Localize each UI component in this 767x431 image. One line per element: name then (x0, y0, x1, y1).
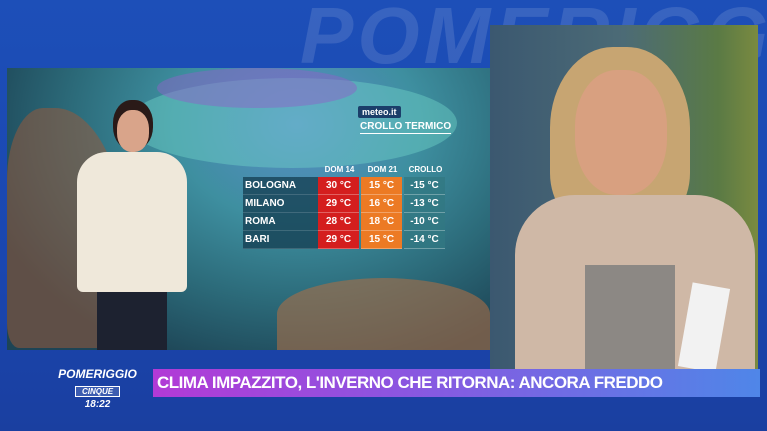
clock: 18:22 (84, 399, 111, 410)
host-face (575, 70, 667, 195)
weather-presenter (77, 108, 187, 350)
temp-dom14: 28 °C (318, 213, 359, 231)
map-land (277, 278, 490, 350)
studio-host-panel (490, 25, 758, 370)
table-row: BOLOGNA 30 °C 15 °C -15 °C (243, 177, 447, 195)
temp-dom14: 30 °C (318, 177, 359, 195)
temperature-table: DOM 14 DOM 21 CROLLO BOLOGNA 30 °C 15 °C… (243, 162, 447, 249)
headline-banner: CLIMA IMPAZZITO, L'INVERNO CHE RITORNA: … (153, 369, 760, 397)
column-header: DOM 21 (367, 165, 398, 174)
temp-dom21: 16 °C (361, 195, 402, 213)
temp-dom14: 29 °C (318, 195, 359, 213)
temp-drop: -15 °C (404, 177, 445, 195)
city-name: ROMA (243, 213, 318, 231)
show-subname: CINQUE (74, 386, 121, 397)
meteo-logo: meteo.it (358, 106, 401, 118)
temp-drop: -10 °C (404, 213, 445, 231)
column-header: DOM 14 (324, 165, 355, 174)
map-cold-area (157, 68, 357, 108)
city-name: MILANO (243, 195, 318, 213)
temp-drop: -14 °C (404, 231, 445, 249)
show-logo: POMERIGGIO CINQUE 18:22 (45, 367, 150, 410)
weather-title: CROLLO TERMICO (360, 121, 452, 134)
show-name: POMERIGGIO (58, 367, 137, 381)
temp-drop: -13 °C (404, 195, 445, 213)
host-top (585, 265, 675, 370)
column-header: CROLLO (408, 165, 443, 174)
temp-dom21: 15 °C (361, 177, 402, 195)
temp-dom21: 18 °C (361, 213, 402, 231)
temp-dom14: 29 °C (318, 231, 359, 249)
table-row: ROMA 28 °C 18 °C -10 °C (243, 213, 447, 231)
city-name: BOLOGNA (243, 177, 318, 195)
table-row: BARI 29 °C 15 °C -14 °C (243, 231, 447, 249)
table-row: MILANO 29 °C 16 °C -13 °C (243, 195, 447, 213)
temp-dom21: 15 °C (361, 231, 402, 249)
city-name: BARI (243, 231, 318, 249)
